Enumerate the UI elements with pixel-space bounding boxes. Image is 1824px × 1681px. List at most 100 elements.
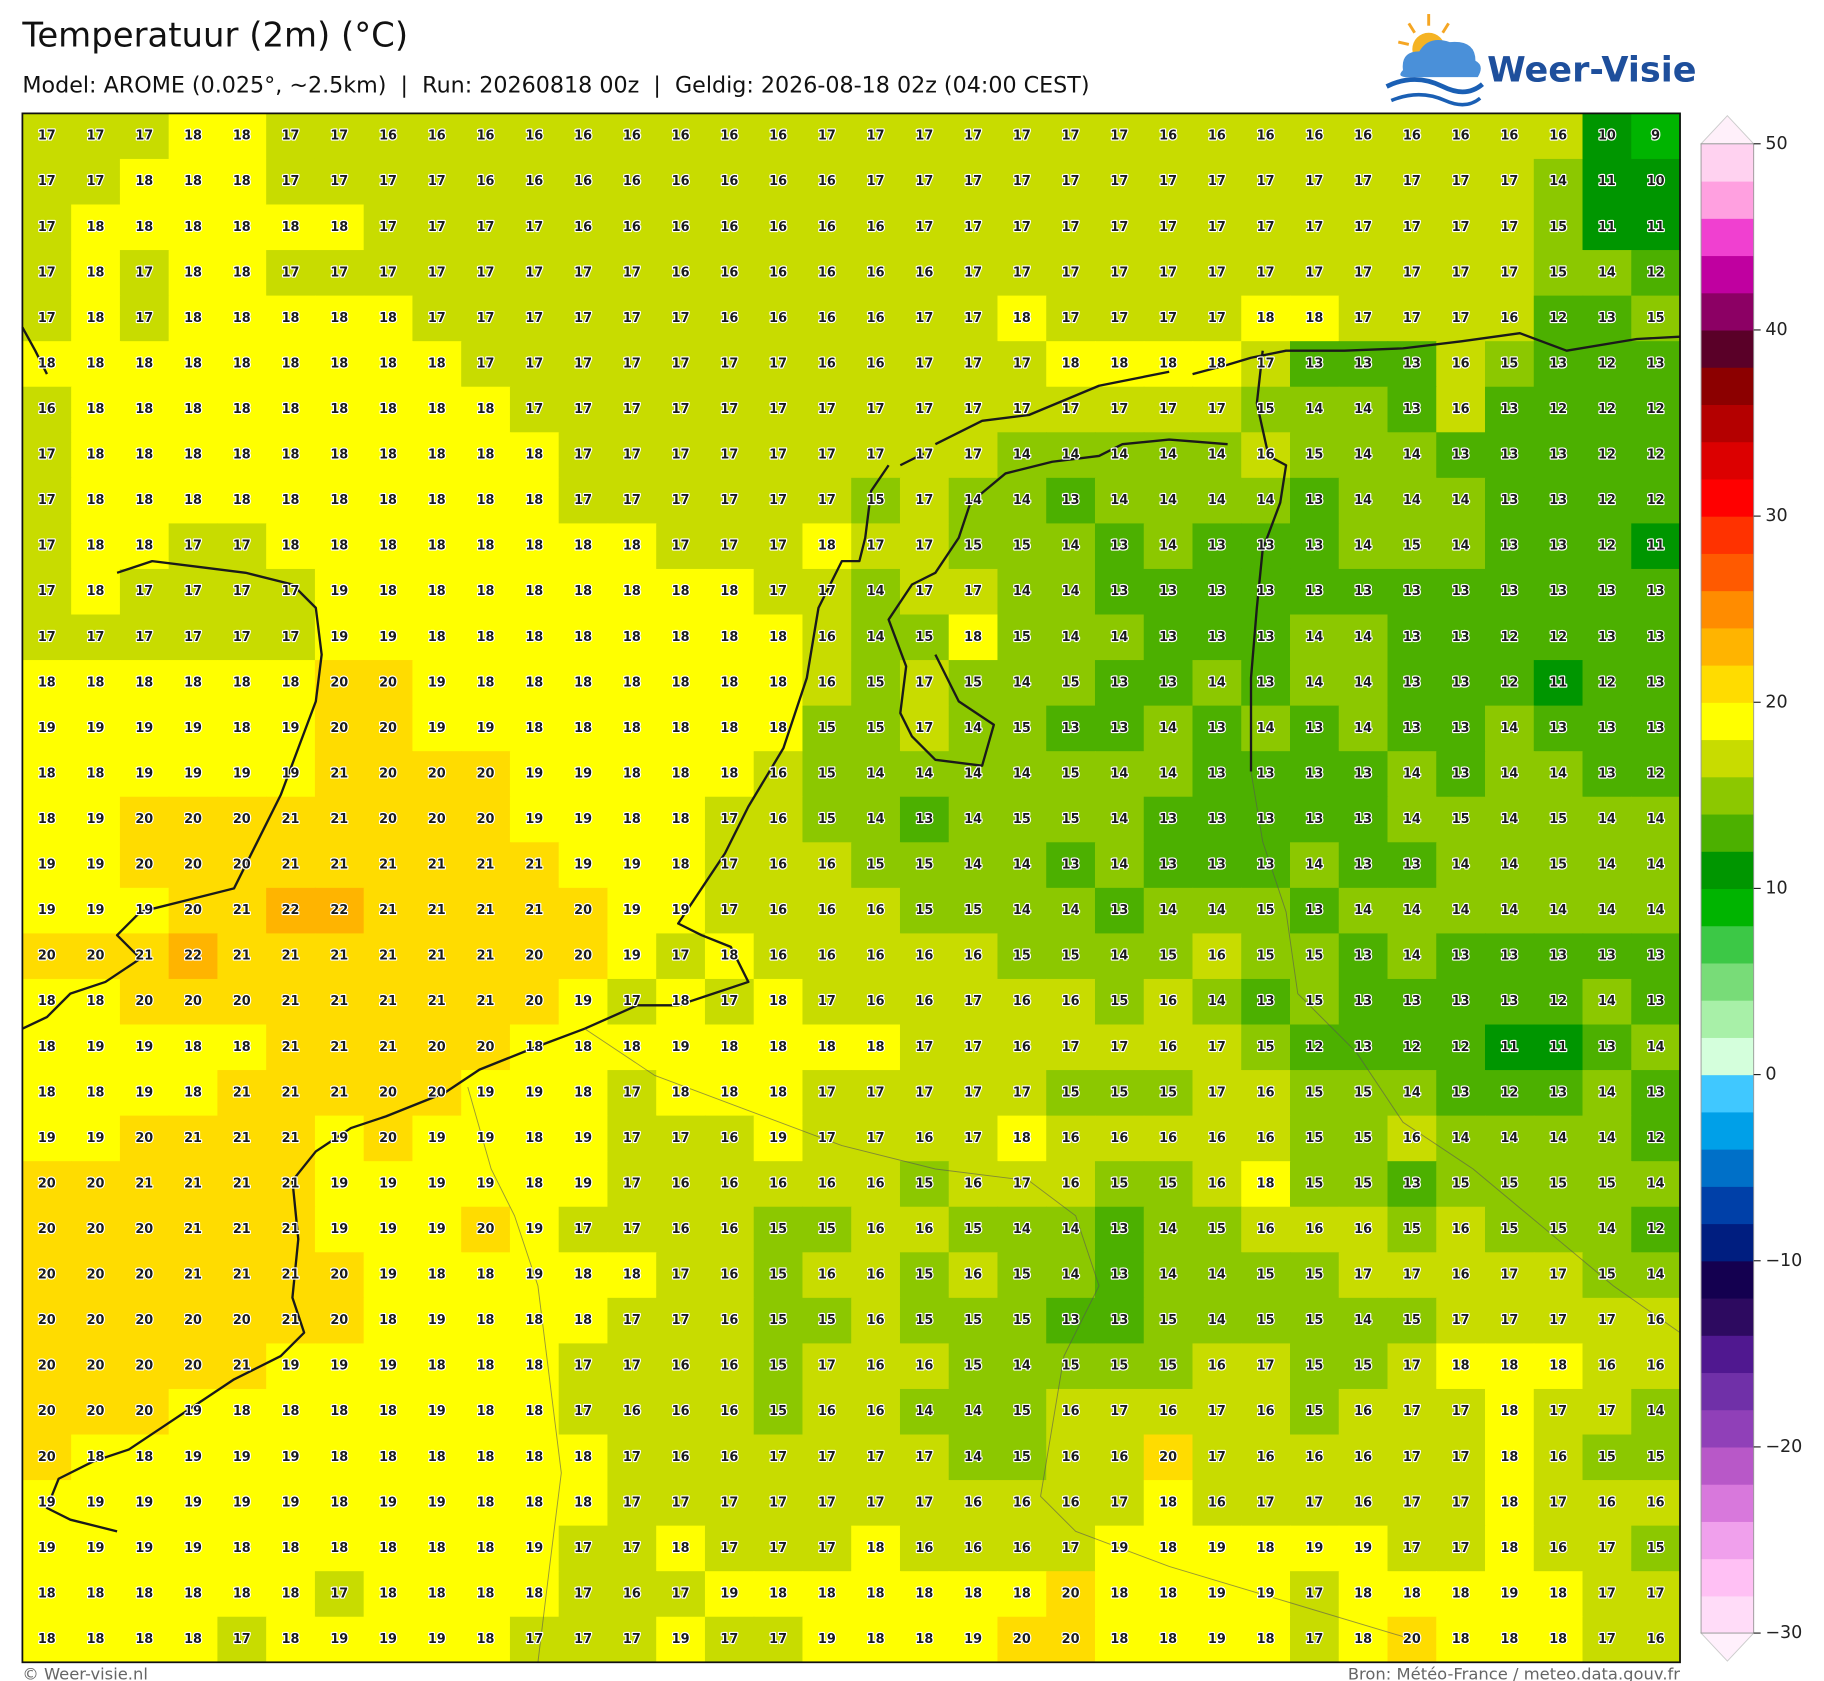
temperature-cell (607, 568, 657, 616)
temperature-cell (1631, 887, 1681, 935)
temperature-label: 15 (1013, 1268, 1031, 1283)
temperature-cell (509, 1161, 560, 1208)
temperature-label: 16 (1647, 1359, 1665, 1374)
temperature-label: 15 (1062, 1085, 1080, 1100)
temperature-label: 17 (1013, 1176, 1031, 1191)
temperature-cell (704, 523, 755, 570)
temperature-cell (217, 158, 267, 206)
temperature-label: 18 (720, 584, 738, 599)
temperature-cell (1582, 250, 1632, 297)
temperature-cell (461, 796, 511, 843)
logo: Weer-Visie (1385, 14, 1697, 107)
temperature-label: 18 (525, 1450, 543, 1465)
temperature-cell (412, 933, 462, 980)
temperature-cell (997, 1480, 1047, 1527)
temperature-cell (997, 477, 1047, 525)
temperature-label: 17 (915, 448, 933, 463)
temperature-label: 15 (1305, 1176, 1323, 1191)
temperature-label: 18 (720, 630, 738, 645)
temperature-cell (119, 477, 170, 525)
temperature-label: 17 (1452, 1541, 1470, 1556)
temperature-cell (217, 660, 267, 707)
temperature-label: 13 (1354, 812, 1372, 827)
temperature-cell (461, 1024, 511, 1071)
temperature-label: 18 (282, 493, 300, 508)
temperature-cell (412, 1070, 462, 1117)
temperature-cell (509, 204, 560, 251)
temperature-label: 19 (574, 1131, 592, 1146)
temperature-cell (509, 432, 560, 479)
temperature-label: 13 (915, 812, 933, 827)
temperature-cell (1241, 978, 1291, 1026)
temperature-label: 16 (720, 311, 738, 326)
colorbar-band (1701, 1409, 1754, 1448)
logo-wave (1385, 77, 1484, 95)
temperature-label: 17 (428, 174, 446, 189)
temperature-cell (753, 477, 804, 525)
temperature-cell (71, 113, 121, 160)
temperature-label: 20 (428, 766, 446, 781)
temperature-cell (1094, 887, 1145, 935)
temperature-label: 18 (233, 402, 251, 417)
temperature-cell (704, 1070, 755, 1117)
temperature-label: 17 (1452, 220, 1470, 235)
temperature-label: 13 (1110, 903, 1128, 918)
temperature-label: 20 (379, 1085, 397, 1100)
temperature-cell (1338, 1388, 1389, 1436)
colorbar-band (1701, 516, 1754, 554)
temperature-label: 17 (867, 1450, 885, 1465)
temperature-cell (899, 295, 950, 342)
colorbar-band (1701, 292, 1754, 331)
temperature-cell (1046, 477, 1096, 525)
temperature-cell (802, 751, 852, 798)
temperature-label: 16 (428, 129, 446, 144)
temperature-label: 19 (184, 1541, 202, 1556)
temperature-cell (314, 1024, 365, 1071)
temperature-cell (168, 1024, 219, 1071)
temperature-cell (1436, 1616, 1486, 1663)
temperature-label: 17 (1110, 311, 1128, 326)
temperature-label: 19 (38, 903, 56, 918)
temperature-label: 17 (867, 1495, 885, 1510)
temperature-cell (363, 1616, 414, 1663)
temperature-cell (704, 1161, 755, 1208)
temperature-label: 15 (1208, 1222, 1226, 1237)
temperature-cell (656, 1161, 706, 1208)
temperature-label: 16 (964, 949, 982, 964)
temperature-label: 21 (233, 949, 251, 964)
temperature-label: 17 (720, 356, 738, 371)
temperature-label: 21 (184, 1222, 202, 1237)
temperature-label: 21 (379, 903, 397, 918)
temperature-cell (656, 842, 706, 889)
temperature-cell (22, 432, 72, 479)
temperature-label: 14 (1549, 174, 1567, 189)
temperature-cell (997, 842, 1047, 889)
temperature-cell (851, 842, 901, 889)
temperature-label: 15 (1500, 1176, 1518, 1191)
temperature-cell (412, 1616, 462, 1663)
borders (467, 771, 1681, 1663)
temperature-label: 17 (1208, 311, 1226, 326)
temperature-cell (1582, 842, 1632, 889)
temperature-cell (1338, 842, 1389, 889)
temperature-cell (168, 1252, 219, 1299)
temperature-cell (1289, 158, 1340, 206)
temperature-cell (266, 1434, 316, 1481)
temperature-cell (71, 1070, 121, 1117)
temperature-label: 16 (1598, 1359, 1616, 1374)
temperature-label: 21 (135, 949, 153, 964)
temperature-cell (1289, 523, 1340, 570)
temperature-label: 18 (1354, 1586, 1372, 1601)
temperature-cell (899, 1252, 950, 1299)
temperature-cell (71, 887, 121, 935)
temperature-cell (1143, 1388, 1194, 1436)
temperature-cell (71, 933, 121, 980)
colorbar-band (1701, 1595, 1754, 1634)
temperature-cell (1485, 705, 1535, 752)
colorbar-band (1701, 1484, 1754, 1522)
temperature-cell (656, 1343, 706, 1390)
temperature-label: 17 (477, 311, 495, 326)
temperature-cell (1533, 250, 1584, 297)
temperature-cell (217, 1434, 267, 1481)
temperature-label: 18 (525, 1586, 543, 1601)
